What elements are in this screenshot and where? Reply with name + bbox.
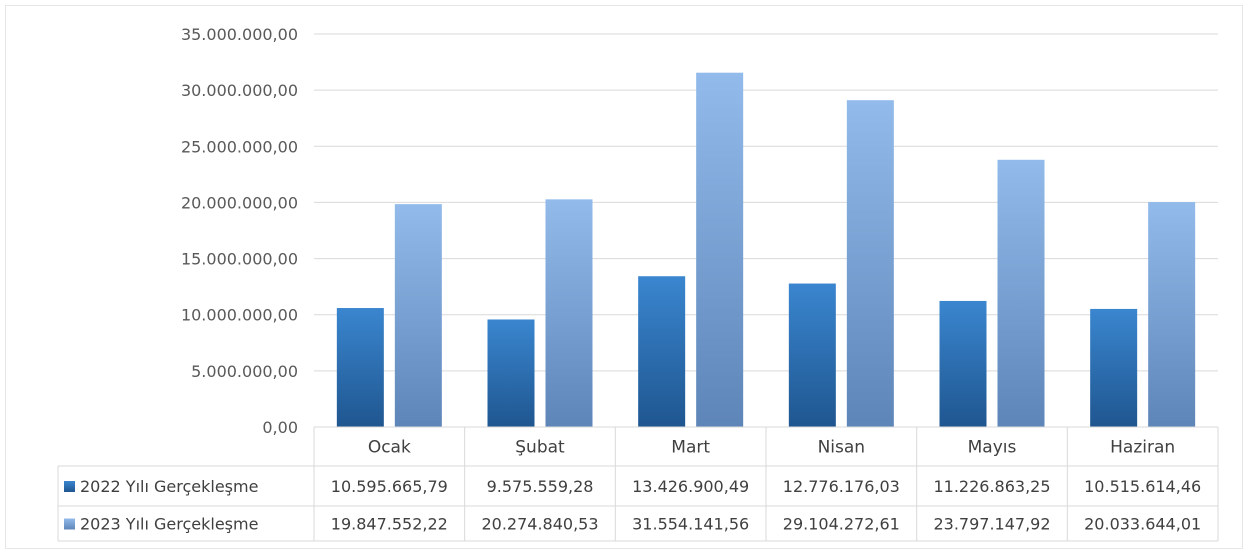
bar[interactable] [788, 283, 836, 427]
data-table-cell: 12.776.176,03 [783, 477, 900, 496]
legend-key [64, 518, 75, 530]
category-label: Nisan [818, 438, 866, 458]
data-table-cell: 19.847.552,22 [331, 515, 448, 534]
data-table-cell: 13.426.900,49 [632, 477, 749, 496]
category-label: Mayıs [968, 438, 1017, 458]
y-tick-label: 0,00 [262, 418, 298, 437]
category-label: Şubat [515, 438, 565, 458]
data-table-cell: 20.033.644,01 [1084, 515, 1201, 534]
bar[interactable] [997, 159, 1045, 427]
y-tick-label: 20.000.000,00 [181, 193, 298, 212]
bar[interactable] [487, 319, 535, 427]
y-tick-label: 5.000.000,00 [191, 362, 298, 381]
bar[interactable] [1148, 202, 1196, 427]
bar[interactable] [1090, 308, 1138, 427]
category-label: Haziran [1110, 438, 1175, 458]
data-table-cell: 11.226.863,25 [933, 477, 1050, 496]
data-table-cell: 10.595.665,79 [331, 477, 448, 496]
data-table-cell: 20.274.840,53 [481, 515, 598, 534]
y-tick-label: 30.000.000,00 [181, 81, 298, 100]
data-table-cell: 31.554.141,56 [632, 515, 749, 534]
data-table-cell: 9.575.559,28 [487, 477, 594, 496]
bar[interactable] [939, 300, 987, 427]
legend-label: 2023 Yılı Gerçekleşme [80, 515, 258, 534]
bar[interactable] [394, 204, 442, 427]
bar[interactable] [545, 199, 593, 427]
y-tick-label: 35.000.000,00 [181, 25, 298, 44]
data-table-cell: 29.104.272,61 [783, 515, 900, 534]
y-tick-label: 10.000.000,00 [181, 306, 298, 325]
data-table-cell: 10.515.614,46 [1084, 477, 1201, 496]
legend-label: 2022 Yılı Gerçekleşme [80, 477, 258, 496]
category-label: Ocak [368, 438, 411, 458]
data-table-cell: 23.797.147,92 [933, 515, 1050, 534]
y-tick-label: 25.000.000,00 [181, 137, 298, 156]
category-label: Mart [671, 438, 710, 458]
bar[interactable] [696, 72, 744, 427]
bar[interactable] [638, 276, 686, 427]
bar[interactable] [336, 308, 384, 427]
bar[interactable] [846, 100, 894, 428]
y-tick-label: 15.000.000,00 [181, 250, 298, 269]
legend-key [64, 481, 75, 492]
